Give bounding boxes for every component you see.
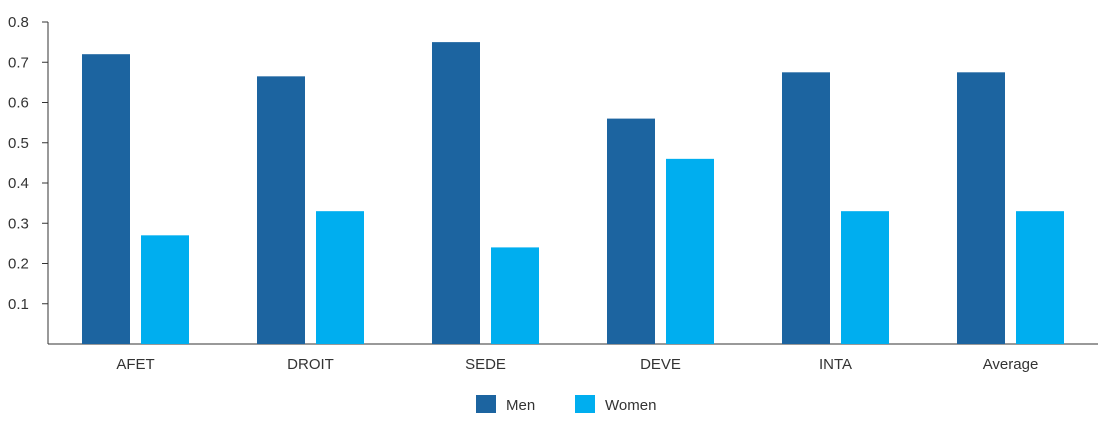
legend: Men Women bbox=[476, 395, 656, 414]
y-axis: 0.1 0.2 0.3 0.4 0.5 0.6 0.7 0.8 bbox=[8, 14, 49, 344]
bars bbox=[82, 42, 1064, 345]
y-tick-label: 0.3 bbox=[8, 215, 29, 232]
bar-men-deve bbox=[607, 118, 655, 344]
x-axis: AFET DROIT SEDE DEVE INTA Average bbox=[48, 343, 1098, 373]
y-tick-label: 0.5 bbox=[8, 135, 29, 152]
bar-women-average bbox=[1016, 211, 1064, 344]
x-tick-label: DEVE bbox=[640, 356, 681, 373]
legend-swatch-women bbox=[575, 395, 595, 413]
x-tick-label: DROIT bbox=[287, 356, 334, 373]
legend-label-women: Women bbox=[605, 397, 656, 414]
bar-men-average bbox=[957, 72, 1005, 344]
x-tick-label: SEDE bbox=[465, 356, 506, 373]
bar-women-deve bbox=[666, 158, 714, 344]
y-tick-label: 0.1 bbox=[8, 296, 29, 313]
bar-women-droit bbox=[316, 211, 364, 344]
bar-men-inta bbox=[782, 72, 830, 344]
y-tick-label: 0.4 bbox=[8, 175, 29, 192]
y-tick-label: 0.6 bbox=[8, 95, 29, 112]
x-tick-label: INTA bbox=[819, 356, 852, 373]
bar-men-afet bbox=[82, 54, 130, 344]
bar-men-sede bbox=[432, 42, 480, 344]
bar-women-inta bbox=[841, 211, 889, 344]
x-tick-label: Average bbox=[983, 356, 1039, 373]
legend-swatch-men bbox=[476, 395, 496, 413]
y-tick-label: 0.2 bbox=[8, 256, 29, 273]
y-tick-label: 0.7 bbox=[8, 54, 29, 71]
bar-women-sede bbox=[491, 247, 539, 344]
bar-men-droit bbox=[257, 76, 305, 345]
x-tick-label: AFET bbox=[116, 356, 154, 373]
y-tick-label: 0.8 bbox=[8, 14, 29, 31]
legend-label-men: Men bbox=[506, 397, 535, 414]
bar-women-afet bbox=[141, 235, 189, 344]
